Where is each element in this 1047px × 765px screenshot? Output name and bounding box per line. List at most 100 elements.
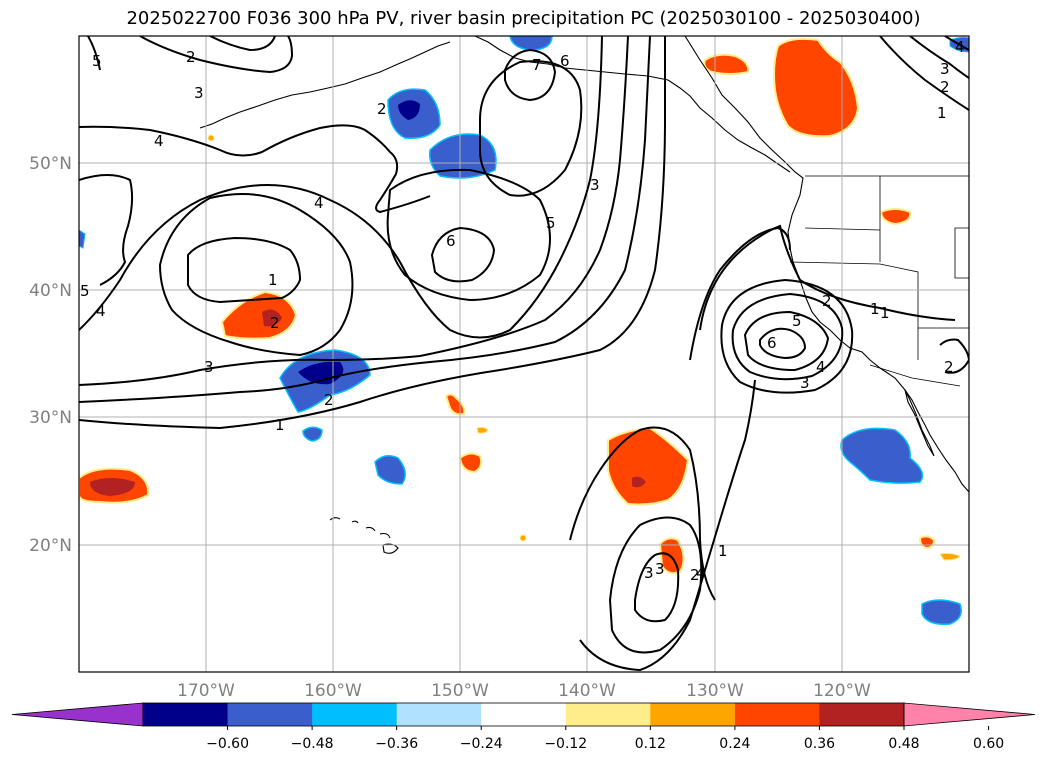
- latitude-labels: 50°N 40°N 30°N 20°N: [29, 154, 72, 556]
- pv-contours: [79, 36, 969, 672]
- lon-label: 170°W: [177, 681, 235, 701]
- coastlines: [199, 36, 969, 554]
- contour-label: 2: [324, 391, 334, 409]
- contour-label: 2: [186, 48, 196, 66]
- colorbar-frame: [142, 702, 905, 727]
- colorbar-bin: [734, 703, 820, 726]
- colorbar-bin: [481, 703, 567, 726]
- contour-label: 1: [718, 542, 728, 560]
- contour-label: 1: [268, 271, 278, 289]
- longitude-labels: 170°W 160°W 150°W 140°W 130°W 120°W: [177, 681, 871, 701]
- lat-label: 50°N: [29, 154, 72, 174]
- political-borders: [789, 175, 969, 387]
- colorbar-bin: [819, 703, 905, 726]
- colorbar-bin: [312, 703, 398, 726]
- pos-anomaly-patch: [220, 290, 298, 340]
- hawaii-islands: [329, 517, 399, 554]
- pos-anomaly-patch: [658, 537, 685, 575]
- lon-label: 130°W: [686, 681, 744, 701]
- contour-label: 3: [940, 60, 950, 78]
- colorbar-bin: [565, 703, 651, 726]
- contour-label: 3: [655, 560, 665, 578]
- contour-label: 2: [377, 100, 387, 118]
- colorbar-tick-label: 0.36: [804, 736, 835, 752]
- pos-anomaly-patch: [773, 37, 860, 138]
- contour-label: 3: [644, 564, 654, 582]
- colorbar-tick-labels: −0.60 −0.48 −0.36 −0.24 −0.12 0.12 0.24 0.36 0.4…: [206, 726, 1004, 752]
- colorbar-extend-min: [11, 702, 144, 727]
- contour-label: 3: [204, 358, 214, 376]
- pos-anomaly-patch: [879, 208, 912, 226]
- contour-label: 2: [940, 78, 950, 96]
- contour-label: 3: [590, 176, 600, 194]
- pv-contour-labels: 5 2 3 4 7 6 2 4 3 1 4 6 5 3 1 2 3 5 4 2 …: [80, 38, 965, 584]
- contour-label: 7: [532, 56, 542, 74]
- colorbar-tick-label: −0.36: [375, 736, 418, 752]
- colorbar-bin: [650, 703, 736, 726]
- neg-anomaly-patch: [302, 426, 323, 442]
- contour-label: 4: [154, 132, 164, 150]
- plot-frame: [78, 35, 970, 673]
- pos-anomaly-core: [90, 478, 135, 496]
- contour-label: 4: [696, 564, 706, 582]
- pos-anomaly-patch: [458, 452, 483, 474]
- colorbar-tick-label: 0.12: [635, 736, 666, 752]
- contour-label: 1: [937, 104, 947, 122]
- contour-label: 2: [822, 292, 832, 310]
- colorbar-tick-label: −0.48: [291, 736, 334, 752]
- precip-anomaly-shading: [79, 36, 969, 626]
- colorbar-tick-label: −0.60: [206, 736, 249, 752]
- contour-label: 1: [880, 304, 890, 322]
- contour-label: 4: [96, 302, 106, 320]
- contour-label: 5: [80, 282, 90, 300]
- contour-label: 4: [314, 194, 324, 212]
- neg-anomaly-patch: [374, 455, 406, 485]
- contour-label: 6: [767, 334, 777, 352]
- lon-label: 120°W: [813, 681, 871, 701]
- contour-label: 6: [446, 232, 456, 250]
- pos-anomaly-patch: [476, 426, 489, 434]
- contour-label: 4: [816, 358, 826, 376]
- lon-label: 150°W: [431, 681, 489, 701]
- colorbar-tick-label: 0.60: [973, 736, 1004, 752]
- lon-label: 160°W: [304, 681, 362, 701]
- neg-anomaly-patch: [921, 599, 962, 626]
- colorbar-tick-label: 0.24: [719, 736, 750, 752]
- neg-anomaly-patch: [79, 229, 86, 249]
- contour-label: 5: [546, 214, 556, 232]
- colorbar: [11, 702, 1036, 727]
- contour-label: 5: [792, 312, 802, 330]
- baja-peninsula: [904, 389, 935, 457]
- pos-anomaly-core: [632, 476, 646, 488]
- lat-label: 40°N: [29, 281, 72, 301]
- lon-label: 140°W: [558, 681, 616, 701]
- colorbar-bin: [227, 703, 313, 726]
- contour-label: 4: [955, 38, 965, 56]
- aleutian-islands: [199, 41, 451, 129]
- neg-anomaly-patch: [840, 427, 924, 484]
- contour-label: 2: [944, 358, 954, 376]
- alaska-coast: [474, 36, 791, 173]
- contour-label: 1: [275, 416, 285, 434]
- north-america-coast: [684, 36, 969, 493]
- contour-label: 1: [870, 300, 880, 318]
- neg-anomaly-core: [398, 100, 420, 120]
- colorbar-bin: [396, 703, 482, 726]
- colorbar-tick-label: −0.24: [460, 736, 503, 752]
- contour-label: 6: [560, 52, 570, 70]
- contour-label: 3: [194, 84, 204, 102]
- contour-label: 3: [800, 374, 810, 392]
- lat-label: 20°N: [29, 536, 72, 556]
- pos-anomaly-patch: [939, 552, 961, 561]
- contour-label: 2: [690, 566, 700, 584]
- colorbar-tick-label: −0.12: [544, 736, 587, 752]
- pos-anomaly-patch: [918, 535, 936, 550]
- colorbar-bin: [143, 703, 229, 726]
- lat-label: 30°N: [29, 408, 72, 428]
- contour-label: 5: [92, 52, 102, 70]
- neg-anomaly-core: [298, 361, 344, 385]
- pos-anomaly-core: [262, 309, 282, 327]
- colorbar-tick-label: 0.48: [888, 736, 919, 752]
- colorbar-extend-max: [903, 702, 1036, 727]
